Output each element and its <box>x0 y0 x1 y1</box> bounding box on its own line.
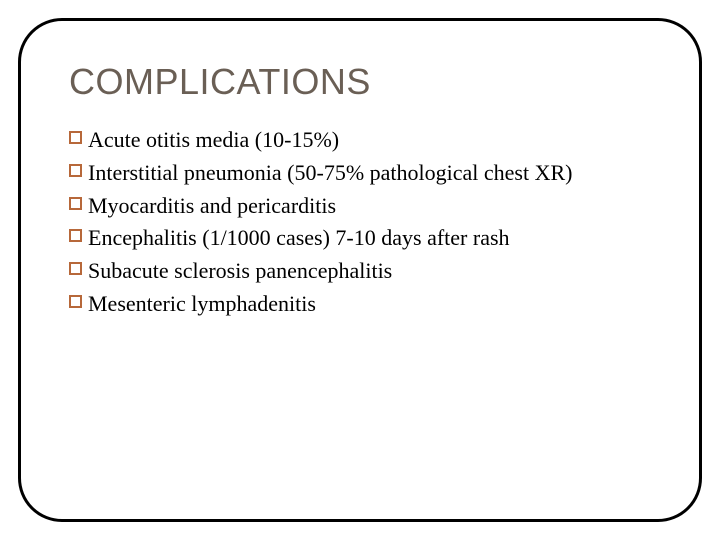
list-item-text: Encephalitis (1/1000 cases) 7-10 days af… <box>88 223 659 254</box>
square-bullet-icon <box>69 164 82 177</box>
list-item: Acute otitis media (10-15%) <box>69 125 659 156</box>
list-item-text: Acute otitis media (10-15%) <box>88 125 659 156</box>
square-bullet-icon <box>69 262 82 275</box>
square-bullet-icon <box>69 131 82 144</box>
list-item-text: Mesenteric lymphadenitis <box>88 289 659 320</box>
list-item-text: Subacute sclerosis panencephalitis <box>88 256 659 287</box>
square-bullet-icon <box>69 295 82 308</box>
list-item-text: Interstitial pneumonia (50-75% pathologi… <box>88 158 659 189</box>
square-bullet-icon <box>69 197 82 210</box>
slide: COMPLICATIONS Acute otitis media (10-15%… <box>0 0 720 540</box>
list-item: Myocarditis and pericarditis <box>69 191 659 222</box>
complications-list: Acute otitis media (10-15%) Interstitial… <box>69 125 659 320</box>
slide-frame: COMPLICATIONS Acute otitis media (10-15%… <box>18 18 702 522</box>
list-item-text: Myocarditis and pericarditis <box>88 191 659 222</box>
list-item: Subacute sclerosis panencephalitis <box>69 256 659 287</box>
slide-title: COMPLICATIONS <box>69 61 659 103</box>
square-bullet-icon <box>69 229 82 242</box>
list-item: Mesenteric lymphadenitis <box>69 289 659 320</box>
list-item: Interstitial pneumonia (50-75% pathologi… <box>69 158 659 189</box>
list-item: Encephalitis (1/1000 cases) 7-10 days af… <box>69 223 659 254</box>
